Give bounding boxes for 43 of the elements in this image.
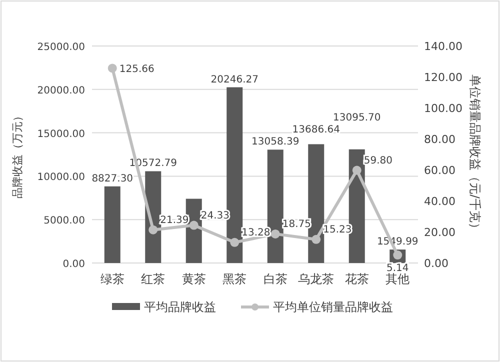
y2-tick-label: 140.00 (424, 40, 462, 53)
x-tick-label: 花茶 (344, 272, 369, 286)
data-label: 5.14 (386, 263, 409, 274)
data-label: 1549.99 (376, 236, 418, 248)
data-label: 20246.27 (210, 74, 258, 86)
x-tick-label: 白茶 (263, 272, 288, 286)
x-tick-label: 其他 (386, 272, 410, 286)
y-axis-title: 品牌收益（万元） (11, 110, 24, 198)
data-label: 125.66 (119, 64, 154, 76)
x-tick-label: 绿茶 (100, 272, 124, 286)
point (352, 166, 362, 175)
legend-label: 平均单位销量品牌收益 (273, 300, 393, 314)
x-tick-label: 乌龙茶 (298, 272, 334, 286)
data-label: 8827.30 (92, 173, 134, 184)
y2-tick-label: 40.00 (424, 195, 456, 208)
data-label: 13686.64 (292, 124, 340, 136)
y-tick-label: 10000.00 (37, 172, 85, 184)
y2-axis-title: 单位销量品牌收益（元/千克） (468, 74, 482, 235)
y2-tick-label: 80.00 (424, 133, 456, 146)
legend-label: 平均品牌收益 (144, 300, 216, 314)
y2-tick-label: 60.00 (424, 164, 456, 177)
y-tick-label: 20000.00 (37, 85, 85, 96)
data-label: 13.28 (242, 227, 270, 238)
y-tick-label: 25000.00 (37, 42, 85, 53)
point (148, 225, 158, 234)
x-tick-label: 黄茶 (182, 272, 206, 286)
point (312, 234, 321, 244)
y2-tick-label: 120.00 (424, 71, 462, 84)
y2-tick-label: 20.00 (424, 226, 456, 239)
bar (104, 186, 120, 263)
y-tick-label: 0.00 (62, 259, 85, 270)
x-tick-label: 黑茶 (222, 272, 247, 286)
x-tick-label: 红茶 (141, 272, 166, 286)
y2-tick-label: 0.00 (424, 257, 448, 270)
point (189, 220, 198, 230)
y-tick-label: 5000.00 (44, 216, 85, 227)
data-label: 13058.39 (252, 136, 300, 148)
point (230, 238, 240, 247)
y-tick-label: 15000.00 (37, 128, 85, 140)
data-label: 13095.70 (333, 112, 381, 124)
y2-tick-label: 100.00 (424, 102, 462, 115)
point (108, 64, 117, 73)
point (270, 229, 280, 238)
